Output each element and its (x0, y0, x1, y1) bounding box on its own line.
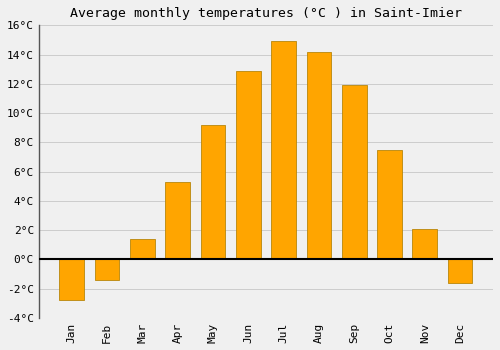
Title: Average monthly temperatures (°C ) in Saint-Imier: Average monthly temperatures (°C ) in Sa… (70, 7, 462, 20)
Bar (377, 150, 402, 259)
Bar (342, 85, 366, 259)
Bar (448, 259, 472, 283)
Bar (412, 229, 437, 259)
Bar (236, 71, 260, 259)
Bar (306, 51, 331, 259)
Bar (166, 182, 190, 259)
Bar (130, 239, 155, 259)
Bar (200, 125, 226, 259)
Bar (271, 41, 296, 259)
Bar (60, 259, 84, 300)
Bar (94, 259, 120, 280)
